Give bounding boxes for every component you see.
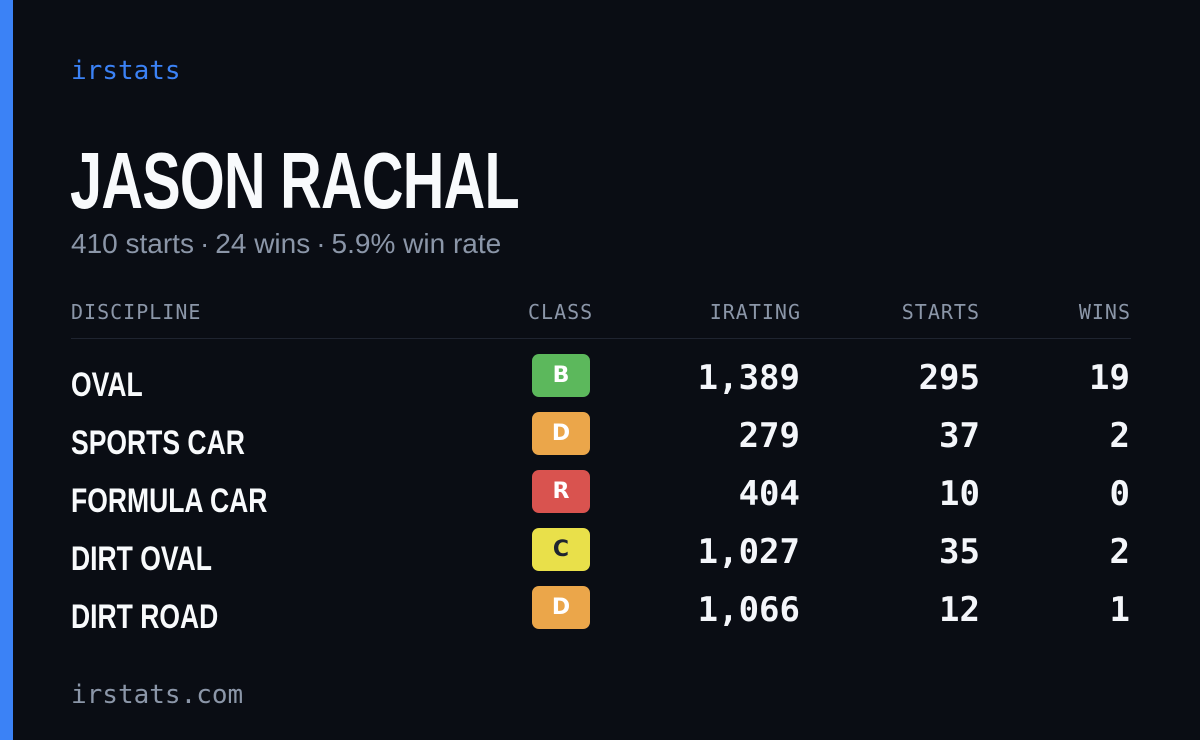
class-badge: R [532,470,590,513]
discipline-name: DIRT OVAL [71,540,212,578]
irating-value: 1,066 [697,590,800,630]
summary-separator: · [316,228,326,259]
starts-value: 35 [939,532,980,572]
discipline-name: SPORTS CAR [71,424,245,462]
table-row: OVAL B 1,389 295 19 [71,352,1131,410]
wins-value: 2 [1109,416,1130,456]
irating-value: 1,027 [697,532,800,572]
discipline-name: OVAL [71,366,143,404]
irating-value: 404 [738,474,800,514]
wins-value: 2 [1109,532,1130,572]
header-irating: IRATING [709,300,801,324]
discipline-table: OVAL B 1,389 295 19 SPORTS CAR D 279 37 … [71,352,1131,642]
starts-summary: 410 starts [71,228,194,259]
winrate-summary: 5.9% win rate [331,228,502,259]
wins-summary: 24 wins [215,228,311,259]
table-row: DIRT OVAL C 1,027 35 2 [71,526,1131,584]
starts-value: 37 [939,416,980,456]
discipline-name: DIRT ROAD [71,598,219,636]
accent-bar [0,0,13,740]
class-badge: D [532,586,590,629]
class-badge: D [532,412,590,455]
header-starts: STARTS [901,300,980,324]
wins-value: 0 [1109,474,1130,514]
header-class: CLASS [528,300,594,324]
discipline-name: FORMULA CAR [71,482,268,520]
driver-name: JASON RACHAL [70,136,520,225]
table-row: FORMULA CAR R 404 10 0 [71,468,1131,526]
header-discipline: DISCIPLINE [71,300,202,324]
summary-separator: · [199,228,210,259]
starts-value: 12 [939,590,980,630]
irating-value: 279 [738,416,800,456]
wins-value: 19 [1089,358,1130,398]
table-header: DISCIPLINE CLASS IRATING STARTS WINS [71,300,1131,339]
brand-logo: irstats [71,56,181,86]
irating-value: 1,389 [697,358,800,398]
wins-value: 1 [1109,590,1130,630]
starts-value: 295 [918,358,980,398]
table-row: DIRT ROAD D 1,066 12 1 [71,584,1131,642]
class-badge: C [532,528,590,571]
starts-value: 10 [939,474,980,514]
driver-summary: 410 starts · 24 wins · 5.9% win rate [71,228,501,260]
class-badge: B [532,354,590,397]
header-wins: WINS [1078,300,1131,324]
table-row: SPORTS CAR D 279 37 2 [71,410,1131,468]
footer-url[interactable]: irstats.com [71,680,244,710]
